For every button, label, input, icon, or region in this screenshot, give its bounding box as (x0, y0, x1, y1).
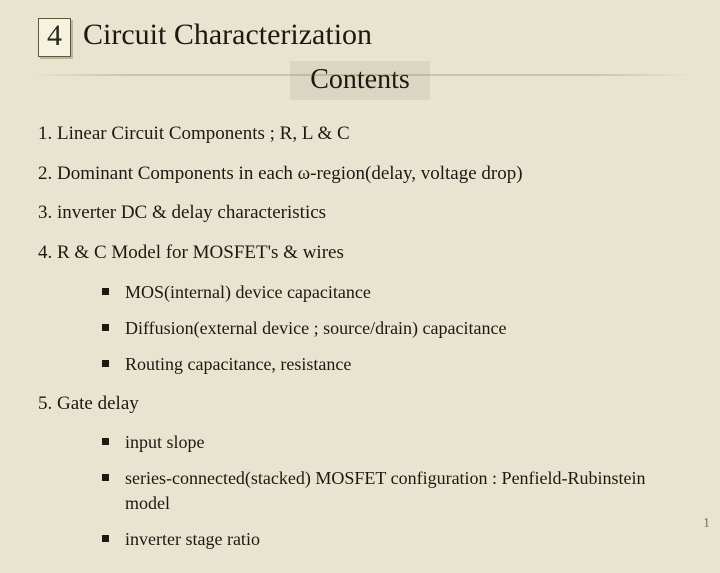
bullet-icon (102, 535, 109, 542)
sub-text: inverter stage ratio (125, 527, 260, 551)
sub-text: Diffusion(external device ; source/drain… (125, 316, 506, 340)
item-4: 4. R & C Model for MOSFET's & wires (38, 240, 682, 266)
item-5-sub-b: series-connected(stacked) MOSFET configu… (102, 466, 682, 515)
item-4-sub-a: MOS(internal) device capacitance (102, 280, 682, 304)
subtitle-wrap: Contents (38, 61, 682, 101)
slide-container: 4 Circuit Characterization Contents 1. L… (0, 0, 720, 573)
item-5-sub-a: input slope (102, 430, 682, 454)
title-underline (38, 106, 682, 107)
item-4-sub-c: Routing capacitance, resistance (102, 352, 682, 376)
item-5: 5. Gate delay (38, 391, 682, 417)
title-row: 4 Circuit Characterization (38, 18, 682, 57)
page-number: 1 (703, 516, 710, 532)
sub-text: input slope (125, 430, 205, 454)
main-title: Circuit Characterization (83, 18, 372, 53)
item-5-sub-c: inverter stage ratio (102, 527, 682, 551)
bullet-icon (102, 324, 109, 331)
item-2: 2. Dominant Components in each ω-region(… (38, 161, 682, 187)
item-4-sublist: MOS(internal) device capacitance Diffusi… (102, 280, 682, 377)
bullet-icon (102, 474, 109, 481)
sub-text: Routing capacitance, resistance (125, 352, 351, 376)
sub-text: MOS(internal) device capacitance (125, 280, 371, 304)
item-5-sublist: input slope series-connected(stacked) MO… (102, 430, 682, 551)
chapter-number-box: 4 (38, 18, 71, 57)
item-3: 3. inverter DC & delay characteristics (38, 200, 682, 226)
item-1: 1. Linear Circuit Components ; R, L & C (38, 121, 682, 147)
bullet-icon (102, 360, 109, 367)
bullet-icon (102, 288, 109, 295)
item-4-sub-b: Diffusion(external device ; source/drain… (102, 316, 682, 340)
sub-text: series-connected(stacked) MOSFET configu… (125, 466, 682, 515)
subtitle: Contents (290, 61, 430, 101)
bullet-icon (102, 438, 109, 445)
